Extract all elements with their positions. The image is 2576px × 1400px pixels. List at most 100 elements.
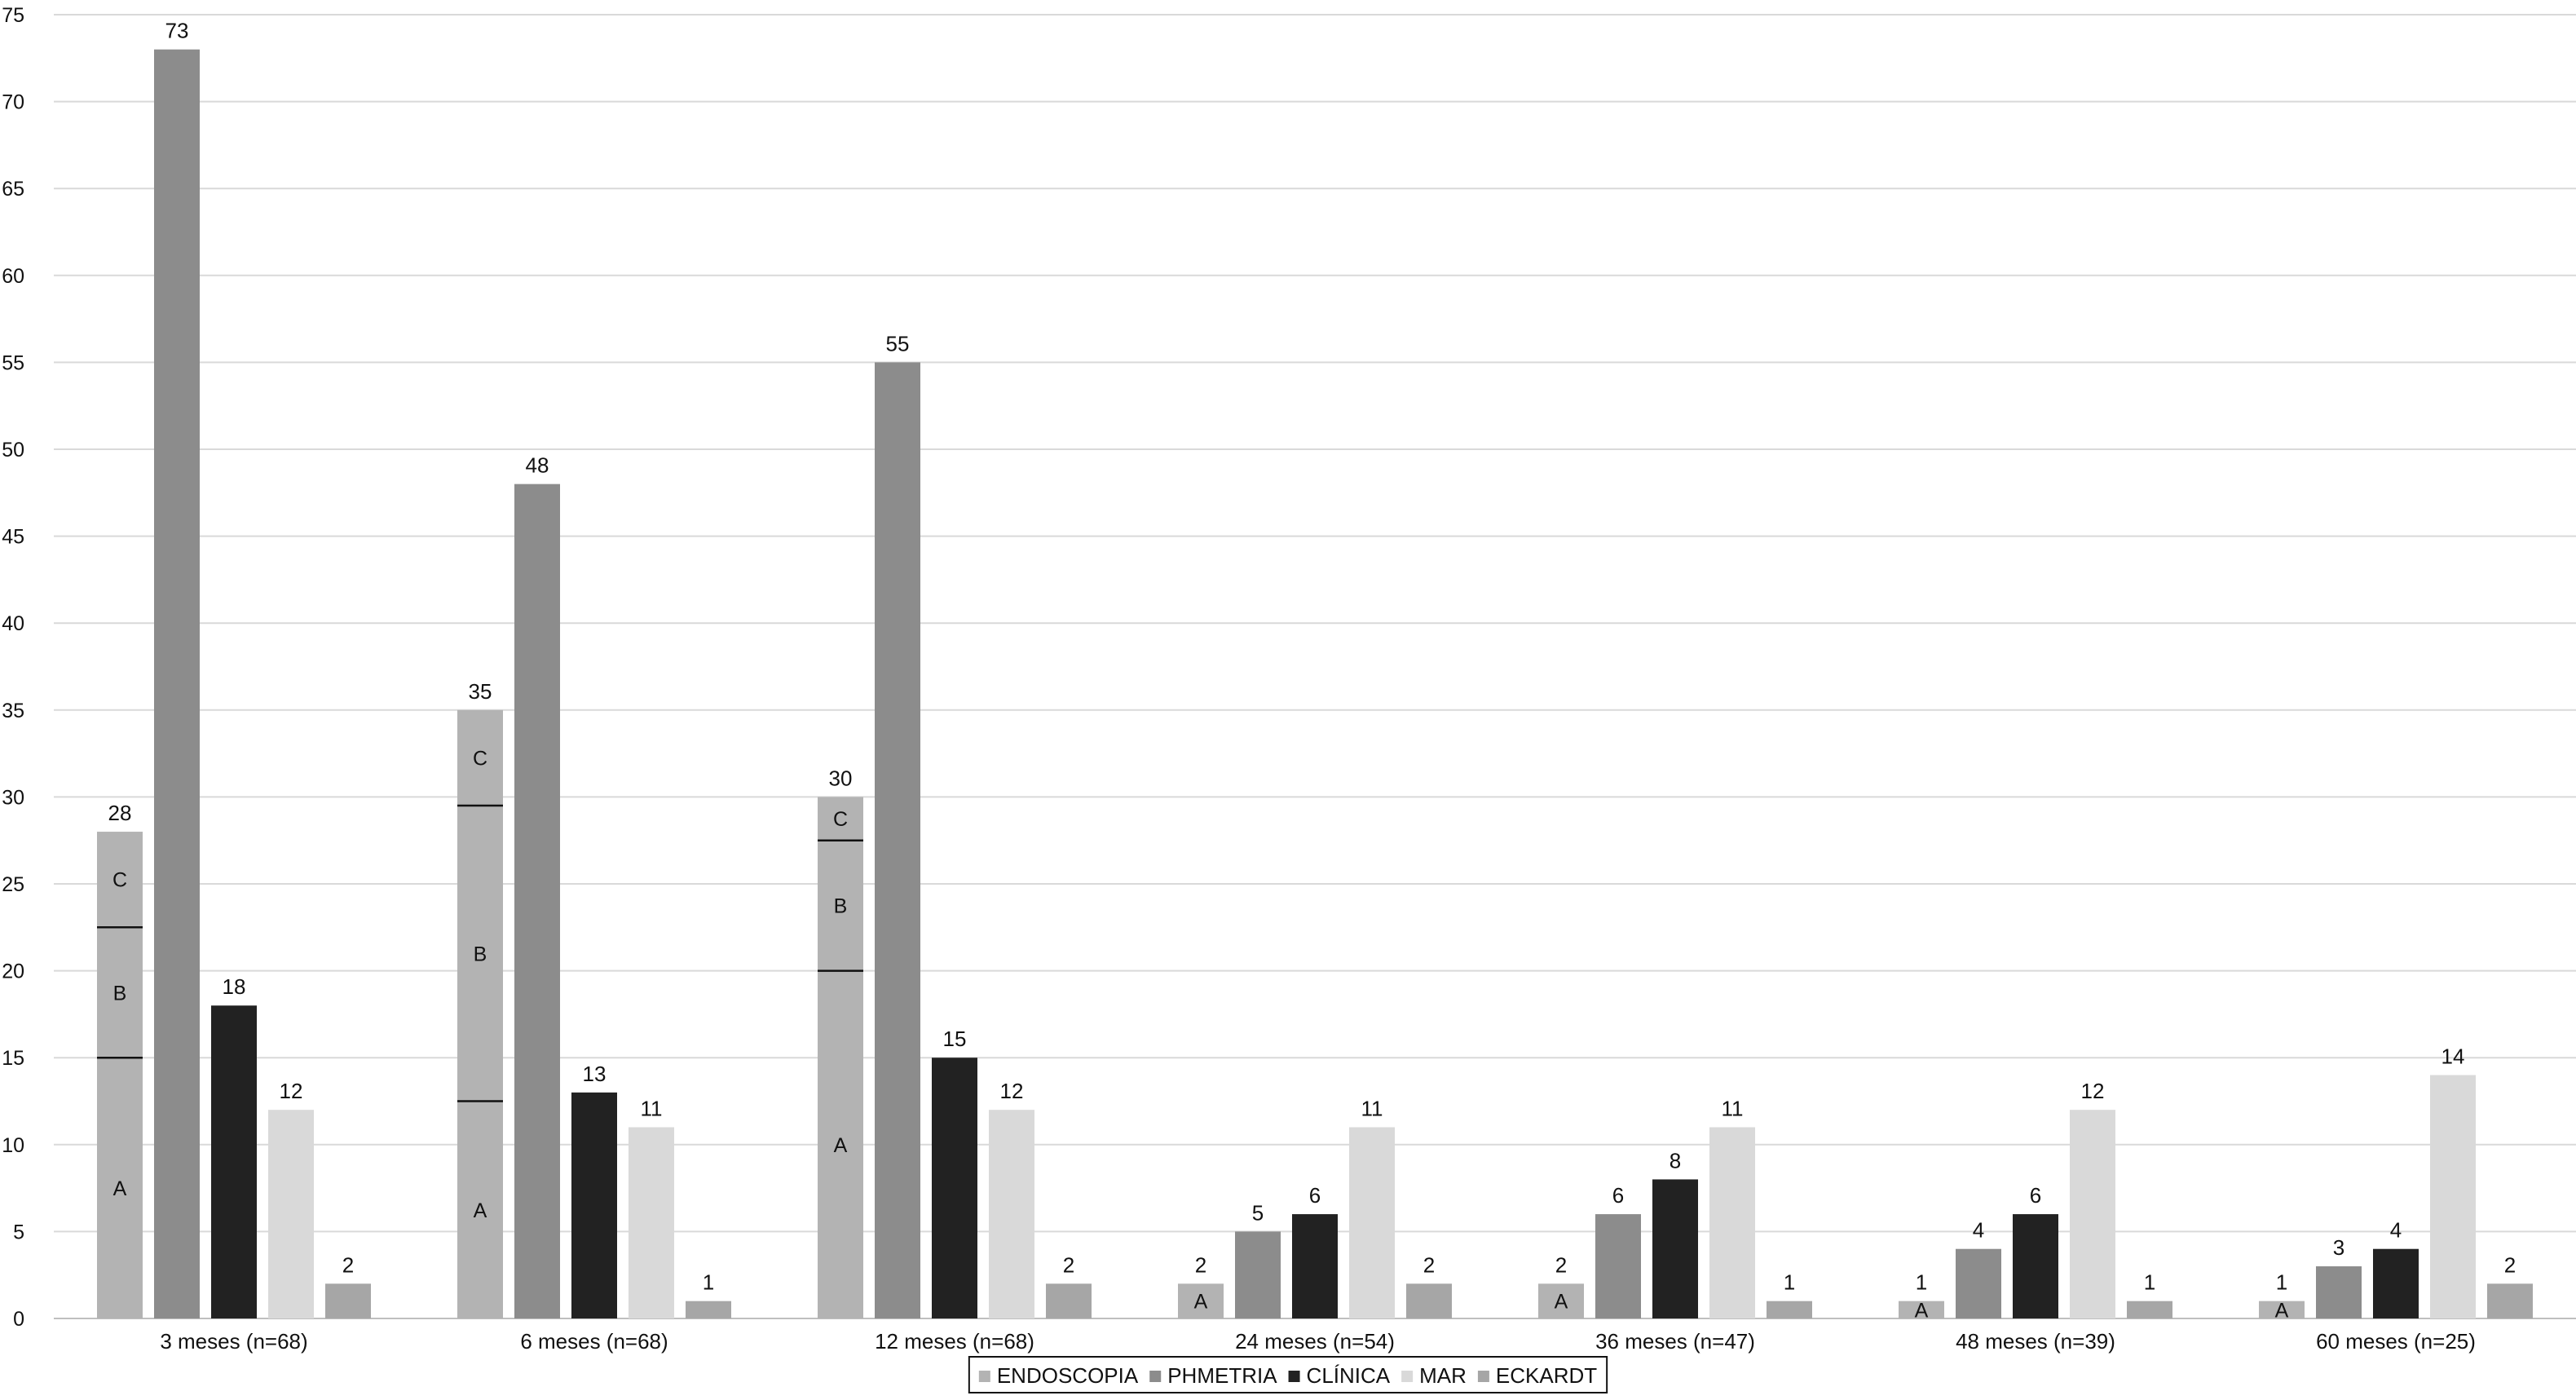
data-label: 2 xyxy=(1423,1252,1435,1277)
bar-eckardt xyxy=(1406,1283,1452,1318)
legend-item-mar: MAR xyxy=(1401,1363,1467,1388)
y-axis-ticks: 0 5 10 15 20 25 30 35 40 45 50 55 60 65 70 75 xyxy=(2,4,24,1331)
bar-clinica xyxy=(2013,1214,2058,1318)
x-category-label: 3 meses (n=68) xyxy=(160,1329,307,1354)
bar-endoscopia xyxy=(1899,1301,1944,1318)
data-label: 5 xyxy=(1252,1200,1264,1225)
segment-label: C xyxy=(473,747,487,770)
x-category-label: 12 meses (n=68) xyxy=(875,1329,1034,1354)
segment-label: C xyxy=(833,808,848,831)
x-category-label: 48 meses (n=39) xyxy=(1956,1329,2115,1354)
data-label: 35 xyxy=(469,679,492,704)
y-tick-label: 60 xyxy=(2,265,24,288)
legend-label: PHMETRIA xyxy=(1167,1363,1277,1388)
bar-clinica xyxy=(571,1092,617,1318)
y-tick-label: 25 xyxy=(2,873,24,896)
segment-label: A xyxy=(1915,1299,1929,1322)
y-tick-label: 40 xyxy=(2,612,24,635)
segment-label: B xyxy=(474,943,487,965)
legend-box xyxy=(968,1356,1608,1393)
segment-label: B xyxy=(834,895,848,918)
data-label: 1 xyxy=(703,1270,714,1295)
data-label: 2 xyxy=(2504,1252,2516,1277)
x-category-label: 60 meses (n=25) xyxy=(2316,1329,2476,1354)
bar-phmetria xyxy=(1235,1231,1281,1318)
bar-clinica xyxy=(1652,1179,1698,1318)
bar-clinica xyxy=(1292,1214,1338,1318)
y-tick-label: 15 xyxy=(2,1047,24,1070)
legend-item-phmetria: PHMETRIA xyxy=(1149,1363,1277,1388)
legend-item-clinica: CLÍNICA xyxy=(1288,1363,1391,1388)
data-label: 11 xyxy=(1722,1096,1744,1120)
data-label: 1 xyxy=(2276,1270,2287,1295)
segment-label: A xyxy=(834,1134,848,1157)
data-label: 15 xyxy=(943,1027,967,1051)
bar-phmetria xyxy=(2316,1266,2362,1318)
bar-mar xyxy=(1709,1127,1755,1318)
data-label: 2 xyxy=(342,1252,354,1277)
x-category-label: 36 meses (n=47) xyxy=(1595,1329,1755,1354)
legend-item-endoscopia: ENDOSCOPIA xyxy=(978,1363,1139,1388)
legend-label: CLÍNICA xyxy=(1307,1363,1391,1388)
bar-eckardt xyxy=(325,1283,371,1318)
data-label: 18 xyxy=(223,974,246,999)
segment-label: A xyxy=(1194,1291,1208,1314)
data-label: 4 xyxy=(2390,1218,2402,1243)
bar-mar xyxy=(2430,1075,2476,1318)
legend-swatch xyxy=(1149,1371,1162,1382)
bar-clinica xyxy=(211,1005,257,1318)
y-tick-label: 30 xyxy=(2,786,24,809)
data-label: 6 xyxy=(1612,1183,1624,1208)
segment-label: A xyxy=(2275,1299,2289,1322)
data-label: 73 xyxy=(165,19,189,43)
data-label: 14 xyxy=(2441,1044,2465,1069)
bar-eckardt xyxy=(1767,1301,1812,1318)
segment-label: A xyxy=(474,1199,487,1222)
legend-label: ENDOSCOPIA xyxy=(997,1363,1139,1388)
bar-phmetria xyxy=(514,484,560,1318)
data-label: 55 xyxy=(886,331,910,356)
bar-endoscopia xyxy=(2259,1301,2305,1318)
data-label: 12 xyxy=(280,1079,303,1103)
x-category-label: 6 meses (n=68) xyxy=(520,1329,668,1354)
data-label: 1 xyxy=(1916,1270,1927,1295)
data-label: 48 xyxy=(526,453,549,478)
data-label: 11 xyxy=(1361,1096,1383,1120)
segment-label: C xyxy=(112,869,127,892)
data-label: 13 xyxy=(583,1062,607,1086)
bar-mar xyxy=(629,1127,674,1318)
bar-phmetria xyxy=(154,49,200,1318)
y-tick-label: 0 xyxy=(13,1308,24,1331)
bar-clinica xyxy=(2373,1248,2419,1318)
bar-mar xyxy=(989,1110,1034,1318)
bar-endoscopia xyxy=(1538,1283,1584,1318)
segment-label: A xyxy=(1555,1291,1568,1314)
segment-label: A xyxy=(113,1177,127,1200)
legend-label: MAR xyxy=(1419,1363,1467,1388)
data-label: 2 xyxy=(1063,1252,1074,1277)
data-label: 1 xyxy=(1784,1270,1795,1295)
legend-label: ECKARDT xyxy=(1496,1363,1597,1388)
legend-swatch xyxy=(1288,1371,1300,1382)
y-tick-label: 70 xyxy=(2,91,24,114)
data-label: 28 xyxy=(108,801,132,825)
legend-swatch xyxy=(1477,1371,1489,1382)
bar-mar xyxy=(1349,1127,1395,1318)
bar-eckardt xyxy=(2127,1301,2172,1318)
y-tick-label: 55 xyxy=(2,351,24,374)
bar-phmetria xyxy=(875,362,920,1318)
y-tick-label: 50 xyxy=(2,439,24,462)
y-tick-label: 45 xyxy=(2,526,24,549)
data-label: 1 xyxy=(2144,1270,2155,1295)
bar-eckardt xyxy=(1046,1283,1092,1318)
data-label: 2 xyxy=(1195,1252,1206,1277)
y-tick-label: 35 xyxy=(2,700,24,722)
data-label: 3 xyxy=(2333,1235,2344,1260)
legend: ENDOSCOPIA PHMETRIA CLÍNICA MAR ECKARDT xyxy=(968,1356,1608,1393)
data-label: 4 xyxy=(1973,1218,1984,1243)
bar-endoscopia xyxy=(457,709,503,1318)
data-label: 8 xyxy=(1670,1148,1681,1173)
data-label: 11 xyxy=(641,1096,663,1120)
